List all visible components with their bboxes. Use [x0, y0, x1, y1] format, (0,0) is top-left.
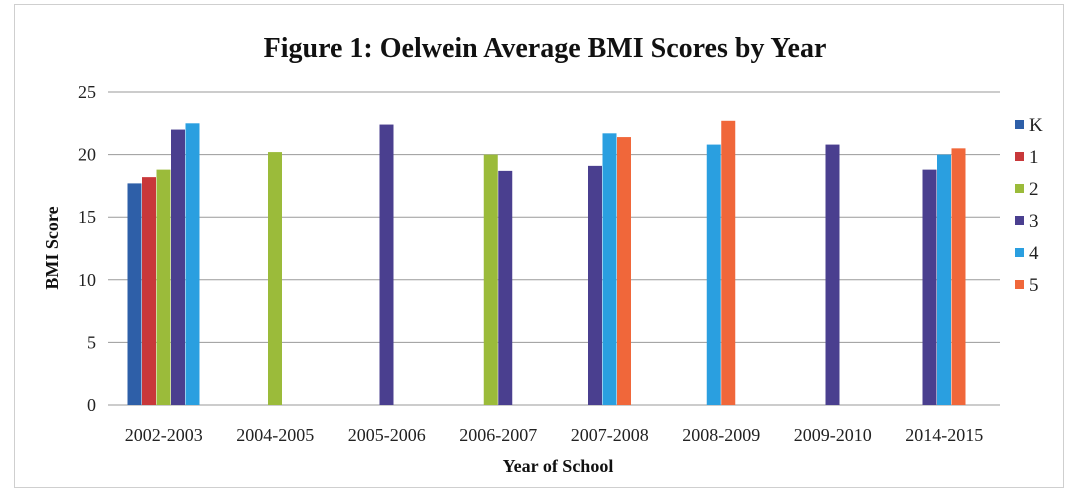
- x-tick-label: 2014-2015: [905, 425, 983, 445]
- bar-2007-2008-series-4: [602, 133, 617, 406]
- bar-2008-2009-series-5: [721, 120, 736, 406]
- y-axis-label: BMI Score: [42, 206, 62, 289]
- bar-2004-2005-series-2: [268, 152, 282, 405]
- legend-swatch: [1015, 280, 1024, 289]
- x-tick-label: 2004-2005: [236, 425, 314, 445]
- legend: K 1 2 3 4 5: [1015, 115, 1043, 296]
- legend-label: 2: [1029, 179, 1039, 200]
- bar-2005-2006-series-3: [379, 124, 394, 405]
- bar-2002-2003-series-1: [142, 177, 156, 405]
- legend-swatch: [1015, 184, 1024, 193]
- legend-swatch: [1015, 152, 1024, 161]
- legend-swatch: [1015, 248, 1024, 257]
- legend-label: 4: [1029, 243, 1039, 264]
- bar-2009-2010-series-3: [825, 144, 840, 406]
- bar-2002-2003-series-3: [171, 129, 185, 405]
- x-tick-label: 2005-2006: [348, 425, 426, 445]
- y-axis-ticks: 0 5 10 15 20 25: [78, 82, 96, 415]
- legend-label: 3: [1029, 211, 1039, 232]
- legend-label: K: [1029, 115, 1043, 136]
- x-axis-ticks: 2002-2003 2004-2005 2005-2006 2006-2007 2007…: [125, 425, 984, 445]
- legend-label: 5: [1029, 275, 1039, 296]
- bar-2014-2015-series-4: [937, 154, 951, 405]
- bar-2008-2009-series-4: [706, 144, 721, 406]
- y-tick-label: 25: [78, 82, 96, 102]
- gridlines: [108, 91, 1000, 406]
- x-tick-label: 2007-2008: [571, 425, 649, 445]
- x-axis-label: Year of School: [503, 456, 614, 476]
- legend-label: 1: [1029, 147, 1039, 168]
- bar-2014-2015-series-3: [922, 169, 937, 405]
- x-tick-label: 2006-2007: [459, 425, 537, 445]
- bar-2014-2015-series-5: [951, 148, 966, 405]
- y-tick-label: 20: [78, 145, 96, 165]
- legend-swatch: [1015, 216, 1024, 225]
- bar-2002-2003-series-4: [185, 123, 200, 406]
- bar-2007-2008-series-5: [617, 137, 631, 405]
- bar-2006-2007-series-2: [483, 154, 498, 405]
- bars: [127, 120, 966, 406]
- x-tick-label: 2008-2009: [682, 425, 760, 445]
- x-tick-label: 2009-2010: [794, 425, 872, 445]
- y-tick-label: 15: [78, 207, 96, 227]
- bar-2007-2008-series-3: [588, 165, 602, 405]
- bar-2002-2003-series-2: [156, 169, 171, 405]
- chart-title: Figure 1: Oelwein Average BMI Scores by …: [264, 33, 827, 64]
- y-tick-label: 5: [87, 332, 96, 352]
- y-tick-label: 0: [87, 395, 96, 415]
- y-tick-label: 10: [78, 270, 96, 290]
- x-tick-label: 2002-2003: [125, 425, 203, 445]
- bar-2006-2007-series-3: [498, 170, 513, 405]
- legend-swatch: [1015, 120, 1024, 129]
- bar-2002-2003-series-K: [127, 183, 142, 405]
